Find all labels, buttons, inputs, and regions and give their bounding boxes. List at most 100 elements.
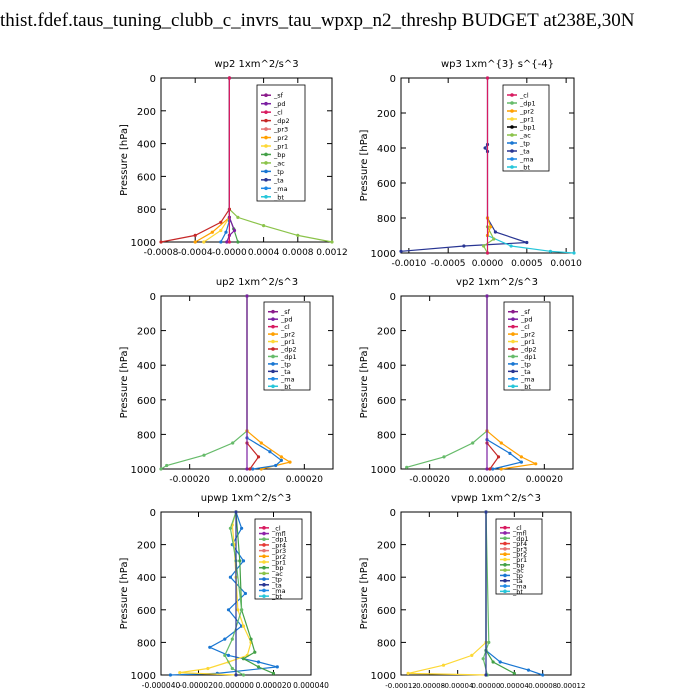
data-point (228, 526, 232, 530)
chart-panel: vp2 1xm^2/s^3 Pressure [hPa] 0 200 400 600 800… (359, 277, 574, 485)
legend-marker (262, 548, 266, 553)
y-tick-label: 0 (150, 508, 156, 519)
legend-entry: _bt (271, 593, 282, 601)
legend-marker (262, 571, 266, 576)
chart-title: wp3 1xm^{3} s^{-4} (441, 59, 554, 70)
y-tick-label: 0 (390, 292, 396, 303)
legend-entry: _cl (273, 109, 283, 117)
legend-entry: _ma (520, 375, 535, 383)
chart-panel: upwp 1xm^2/s^3 Pressure [hPa] 0 200 400 600 80… (119, 493, 329, 690)
legend: _cl_dp1_pr2_pr1_bp1_ac_tp_ta_ma_bt (502, 84, 550, 172)
legend-entry: _pr3 (271, 547, 286, 555)
legend-marker (262, 543, 266, 547)
data-point (202, 240, 206, 244)
x-tick-label: -0.000040 (142, 681, 181, 690)
y-tick-label: 600 (137, 396, 156, 407)
legend-entry: _tp (520, 360, 531, 368)
data-point (406, 671, 410, 676)
x-tick-label: 0.0005 (511, 259, 543, 269)
y-axis-label: Pressure [hPa] (359, 130, 370, 202)
data-point (208, 645, 212, 649)
data-point (441, 663, 446, 667)
y-tick-label: 200 (377, 541, 396, 552)
series-line (486, 442, 500, 470)
legend-entry: _pr1 (519, 116, 534, 124)
legend-entry: _pr4 (512, 540, 527, 548)
data-point (256, 660, 261, 664)
legend-marker (264, 186, 268, 191)
legend-marker (262, 531, 266, 536)
data-point (219, 240, 223, 244)
data-point (488, 467, 492, 471)
y-tick-label: 400 (137, 361, 156, 372)
y-tick-label: 800 (137, 638, 156, 649)
legend-marker (503, 584, 507, 588)
legend-marker (264, 144, 268, 148)
legend-entry: _sf (273, 92, 284, 100)
data-point (499, 441, 503, 445)
y-axis-label: Pressure [hPa] (359, 558, 370, 630)
legend-entry: _mfl (512, 529, 527, 537)
y-tick-label: 0 (150, 292, 156, 303)
legend-marker (503, 557, 507, 562)
legend-marker (510, 125, 514, 129)
y-tick-label: 1000 (131, 238, 156, 249)
legend-entry: _tp (519, 140, 530, 148)
data-point (508, 451, 512, 455)
legend-marker (503, 531, 507, 535)
legend-entry: _ta (280, 368, 291, 376)
legend-entry: _dp1 (512, 535, 529, 543)
series-line (160, 78, 230, 243)
series-line (406, 296, 488, 468)
legend-marker (511, 339, 515, 344)
legend-entry: _pr1 (512, 556, 527, 564)
x-tick-label: 0.00000 (468, 475, 505, 485)
data-point (493, 230, 497, 234)
legend-entry: _ac (512, 567, 524, 575)
x-tick-label: -0.0004 (178, 248, 213, 258)
data-point (230, 637, 234, 641)
legend-entry: _ma (271, 587, 286, 595)
data-point (509, 244, 513, 248)
legend-entry: _bt (520, 383, 531, 391)
data-point (512, 671, 516, 676)
series-line (487, 234, 575, 254)
data-point (491, 467, 495, 471)
y-tick-label: 1000 (371, 465, 396, 476)
data-point (241, 624, 246, 628)
chart-panel: wp2 1xm^2/s^3 Pressure [hPa] 0 200 400 600 800… (119, 59, 348, 258)
series-line (203, 78, 230, 243)
legend-marker (503, 536, 507, 541)
legend-entry: _sf (520, 308, 531, 316)
legend-marker (510, 117, 514, 121)
legend-entry: _dp1 (280, 353, 297, 361)
y-tick-label: 400 (137, 573, 156, 584)
legend-marker (262, 537, 266, 542)
chart-panel: up2 1xm^2/s^3 Pressure [hPa] 0 200 400 600 800… (119, 277, 334, 485)
data-point (245, 467, 249, 471)
legend-marker (503, 578, 507, 583)
legend-marker (262, 554, 266, 559)
x-tick-label: 0.000000 (218, 681, 254, 690)
x-tick-label: -0.00008 (414, 682, 445, 690)
legend-entry: _cl (512, 524, 522, 532)
y-tick-label: 800 (377, 638, 396, 649)
x-tick-label: -0.00012 (385, 682, 416, 690)
legend-marker (511, 317, 515, 321)
legend-entry: _pr2 (273, 134, 288, 142)
legend-marker (510, 165, 514, 169)
legend-marker (503, 563, 507, 567)
chart-panel: vpwp 1xm^2/s^3 Pressure [hPa] 0 200 400 600 80… (359, 493, 585, 690)
x-tick-label: -0.000020 (179, 681, 218, 690)
data-point (462, 244, 466, 248)
x-tick-label: 0.0000 (472, 259, 504, 269)
legend-marker (262, 565, 266, 570)
legend-entry: _ma (280, 375, 295, 383)
legend-entry: _ta (520, 368, 531, 376)
legend-entry: _dp1 (520, 353, 537, 361)
data-point (541, 673, 545, 677)
data-point (534, 462, 538, 466)
legend-marker (271, 339, 275, 344)
legend-entry: _cl (520, 323, 530, 331)
series-line (179, 511, 252, 676)
